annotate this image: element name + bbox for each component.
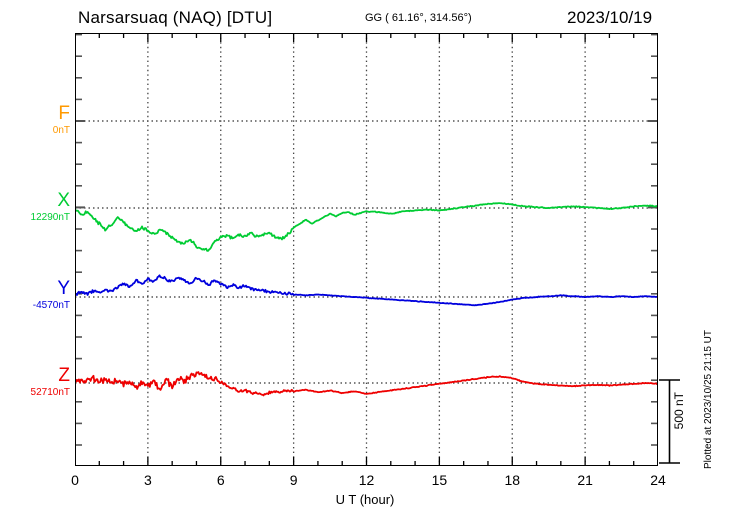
magnetogram-plot-area bbox=[75, 33, 658, 466]
plot-frame bbox=[75, 33, 658, 466]
component-label-y: Y -4570nT bbox=[4, 279, 70, 311]
component-symbol-z: Z bbox=[58, 365, 70, 386]
component-symbol-f: F bbox=[58, 103, 70, 124]
component-label-z: Z 52710nT bbox=[4, 366, 70, 398]
component-baseline-z: 52710nT bbox=[30, 387, 70, 398]
plotted-timestamp: Plotted at 2023/10/25 21:15 UT bbox=[703, 330, 714, 469]
component-baseline-f: 0nT bbox=[52, 125, 70, 136]
component-label-f: F 0nT bbox=[4, 104, 70, 136]
magnetogram-svg bbox=[75, 33, 658, 466]
component-baseline-y: -4570nT bbox=[32, 300, 70, 311]
geographic-coordinates-label: GG ( 61.16°, 314.56°) bbox=[365, 12, 472, 24]
trace-x bbox=[75, 202, 658, 252]
x-tick-6: 6 bbox=[216, 472, 225, 488]
observation-date: 2023/10/19 bbox=[567, 8, 653, 27]
component-symbol-y: Y bbox=[57, 278, 70, 299]
component-symbol-x: X bbox=[57, 190, 70, 211]
component-label-x: X 12290nT bbox=[4, 191, 70, 223]
x-tick-3: 3 bbox=[143, 472, 152, 488]
x-tick-21: 21 bbox=[577, 472, 593, 488]
x-tick-24: 24 bbox=[650, 472, 666, 488]
trace-z bbox=[75, 371, 658, 397]
scale-bar-label: 500 nT bbox=[672, 392, 686, 430]
trace-y bbox=[75, 274, 658, 307]
x-tick-12: 12 bbox=[358, 472, 375, 488]
x-tick-18: 18 bbox=[504, 472, 521, 488]
page-title: Narsarsuaq (NAQ) [DTU] bbox=[78, 8, 273, 27]
x-axis-title: U T (hour) bbox=[335, 492, 395, 507]
x-tick-0: 0 bbox=[71, 472, 79, 488]
x-tick-15: 15 bbox=[431, 472, 448, 488]
component-baseline-x: 12290nT bbox=[30, 212, 70, 223]
scale-bar bbox=[659, 379, 680, 464]
x-tick-9: 9 bbox=[289, 472, 298, 488]
